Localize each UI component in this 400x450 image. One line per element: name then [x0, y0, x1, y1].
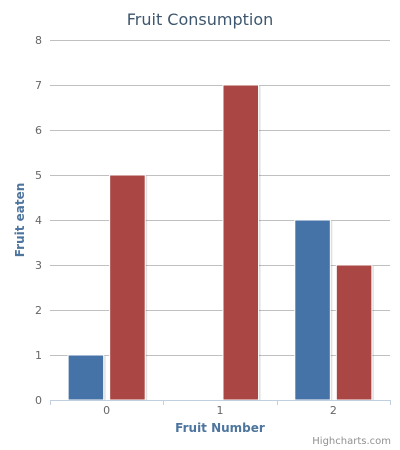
y-axis-title: Fruit eaten: [13, 183, 27, 258]
y-tick-label: 3: [35, 259, 42, 272]
bar-series2-cat0[interactable]: [109, 174, 146, 401]
y-tick-label: 6: [35, 124, 42, 137]
x-tick-label: 2: [330, 404, 337, 417]
x-axis: 0 1 2: [50, 400, 391, 417]
y-axis-tick-labels: 0 1 2 3 4 5 6 7 8: [35, 34, 42, 407]
y-tick-label: 2: [35, 304, 42, 317]
bar-series2-cat2[interactable]: [335, 264, 373, 401]
gridlines: [50, 40, 390, 356]
y-tick-label: 5: [35, 169, 42, 182]
y-tick-label: 7: [35, 79, 42, 92]
y-tick-label: 0: [35, 394, 42, 407]
y-tick-label: 8: [35, 34, 42, 47]
bar-series2-cat1[interactable]: [222, 84, 260, 401]
x-axis-title: Fruit Number: [175, 421, 265, 435]
x-tick-label: 1: [217, 404, 224, 417]
bar-series1-cat2[interactable]: [294, 219, 331, 401]
bars: [67, 84, 374, 401]
x-tick-label: 0: [103, 404, 110, 417]
credits-link[interactable]: Highcharts.com: [312, 436, 391, 447]
bar-series1-cat0[interactable]: [67, 354, 105, 401]
y-tick-label: 4: [35, 214, 42, 227]
chart-title: Fruit Consumption: [127, 10, 274, 29]
y-tick-label: 1: [35, 349, 42, 362]
